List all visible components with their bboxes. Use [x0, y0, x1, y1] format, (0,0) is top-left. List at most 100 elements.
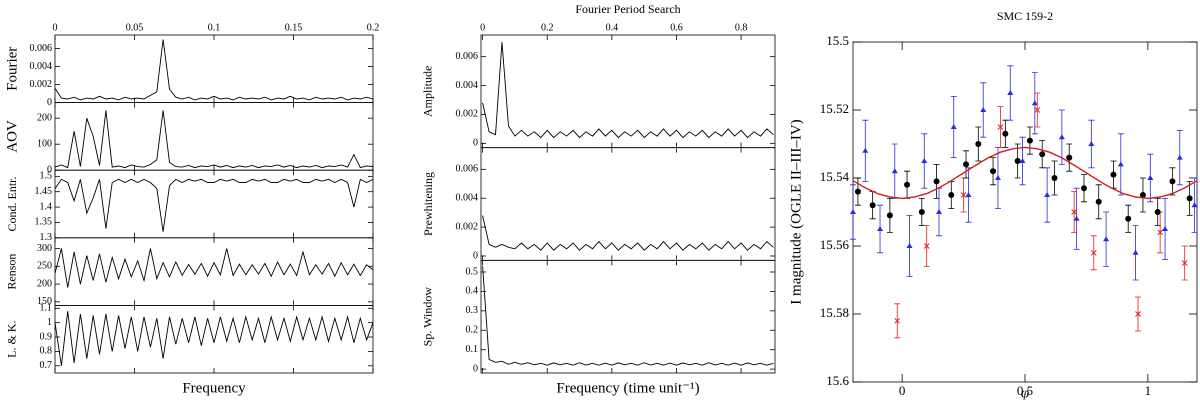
y-tick-label: 15.56	[820, 237, 850, 252]
y-axis-label: Sp. Window	[421, 287, 435, 347]
data-point	[1066, 154, 1073, 161]
data-point	[1088, 141, 1095, 146]
spectrum-line	[54, 178, 374, 232]
data-point	[1039, 151, 1046, 158]
y-tick-label: 0.006	[456, 164, 479, 175]
data-point	[862, 147, 869, 153]
panel-frame	[54, 304, 374, 374]
data-point	[850, 209, 856, 214]
data-point	[1026, 137, 1033, 144]
spectrum-line	[54, 110, 374, 169]
y-tick-label: 200	[37, 112, 52, 123]
data-point	[918, 209, 925, 215]
data-point	[1007, 90, 1014, 95]
data-point	[990, 168, 997, 175]
y-tick-label: 0	[473, 250, 478, 261]
data-point	[869, 202, 876, 209]
y-tick-label: 1.4	[40, 201, 53, 212]
y-tick-label: 15.6	[826, 373, 849, 388]
data-point	[1186, 195, 1193, 202]
data-point	[1031, 100, 1038, 106]
panel-frame	[480, 34, 776, 149]
x-tick-label: 1	[1145, 383, 1152, 398]
data-point	[1157, 229, 1163, 236]
y-axis-label: Cond. Entr.	[5, 176, 19, 231]
data-point	[1073, 215, 1080, 221]
x-tick-label: 0.05	[126, 22, 144, 33]
y-tick-label: 0.8	[40, 346, 53, 357]
data-point	[1002, 130, 1009, 137]
x-tick-label: 0.4	[606, 22, 619, 33]
y-tick-label: 0	[473, 363, 478, 374]
data-point	[1181, 260, 1188, 266]
chart-title: Fourier Period Search	[575, 2, 680, 16]
data-point	[1044, 192, 1051, 197]
y-tick-label: 0.7	[40, 360, 53, 371]
data-point	[1135, 311, 1141, 317]
x-tick-label: 0.8	[735, 22, 748, 33]
data-point	[1117, 161, 1124, 167]
y-tick-label: 0	[47, 97, 52, 108]
data-point	[980, 107, 987, 112]
spectrum-line	[482, 215, 774, 251]
x-tick-label: 0.6	[670, 22, 683, 33]
x-axis-label: Frequency	[182, 380, 246, 396]
data-point	[1132, 249, 1139, 255]
data-point	[904, 181, 911, 188]
data-point	[1191, 202, 1198, 208]
y-axis-label: AOV	[4, 120, 20, 153]
y-tick-label: 0	[47, 164, 52, 175]
data-point	[1071, 209, 1077, 215]
data-point	[1090, 249, 1097, 256]
chart-title: SMC 159-2	[997, 9, 1053, 23]
fit-curve	[852, 146, 1198, 200]
data-point	[1103, 236, 1110, 242]
data-point	[994, 175, 1001, 180]
x-tick-label: 0	[899, 383, 906, 398]
data-point	[1019, 158, 1026, 163]
panel-frame	[480, 147, 776, 261]
spectrum-line	[54, 311, 374, 366]
data-point	[1154, 209, 1161, 215]
data-point	[950, 124, 957, 129]
panel-frame	[480, 259, 776, 374]
data-point	[891, 168, 898, 174]
data-point	[933, 178, 940, 185]
data-point	[936, 209, 942, 214]
y-tick-label: 1.3	[40, 232, 53, 243]
y-tick-label: 0.2	[466, 325, 479, 336]
data-point	[877, 226, 884, 231]
x-tick-label: 0.15	[285, 22, 303, 33]
y-tick-label: 1.35	[35, 217, 53, 228]
y-tick-label: 0.5	[466, 266, 479, 277]
y-tick-label: 0.006	[456, 51, 479, 62]
y-tick-label: 1.1	[40, 303, 53, 314]
y-tick-label: 0.002	[456, 109, 479, 120]
y-tick-label: 0.4	[466, 286, 479, 297]
data-point	[906, 243, 913, 248]
data-point	[963, 161, 970, 168]
y-tick-label: 150	[37, 296, 52, 307]
data-point	[948, 192, 955, 198]
data-point	[975, 141, 982, 147]
x-axis-label: φ	[1021, 385, 1029, 400]
y-tick-label: 0.004	[30, 61, 53, 72]
x-axis-label: Frequency (time unit⁻¹)	[556, 380, 699, 396]
data-point	[1095, 198, 1102, 205]
data-point	[886, 212, 893, 219]
data-point	[1058, 134, 1065, 140]
data-point	[965, 192, 972, 197]
y-axis-label: Amplitude	[421, 66, 435, 117]
x-tick-label: 0.5	[1017, 383, 1033, 398]
data-point	[923, 243, 930, 249]
y-tick-label: 1.45	[35, 186, 53, 197]
data-point	[1147, 175, 1154, 180]
y-tick-label: 0.004	[456, 80, 479, 91]
y-tick-label: 0	[473, 138, 478, 149]
data-point	[894, 317, 901, 324]
y-axis-label: I magnitude (OGLE II–III–IV)	[788, 119, 804, 304]
y-tick-label: 100	[37, 138, 52, 149]
y-tick-label: 0.3	[466, 305, 479, 316]
data-point	[1139, 192, 1146, 198]
